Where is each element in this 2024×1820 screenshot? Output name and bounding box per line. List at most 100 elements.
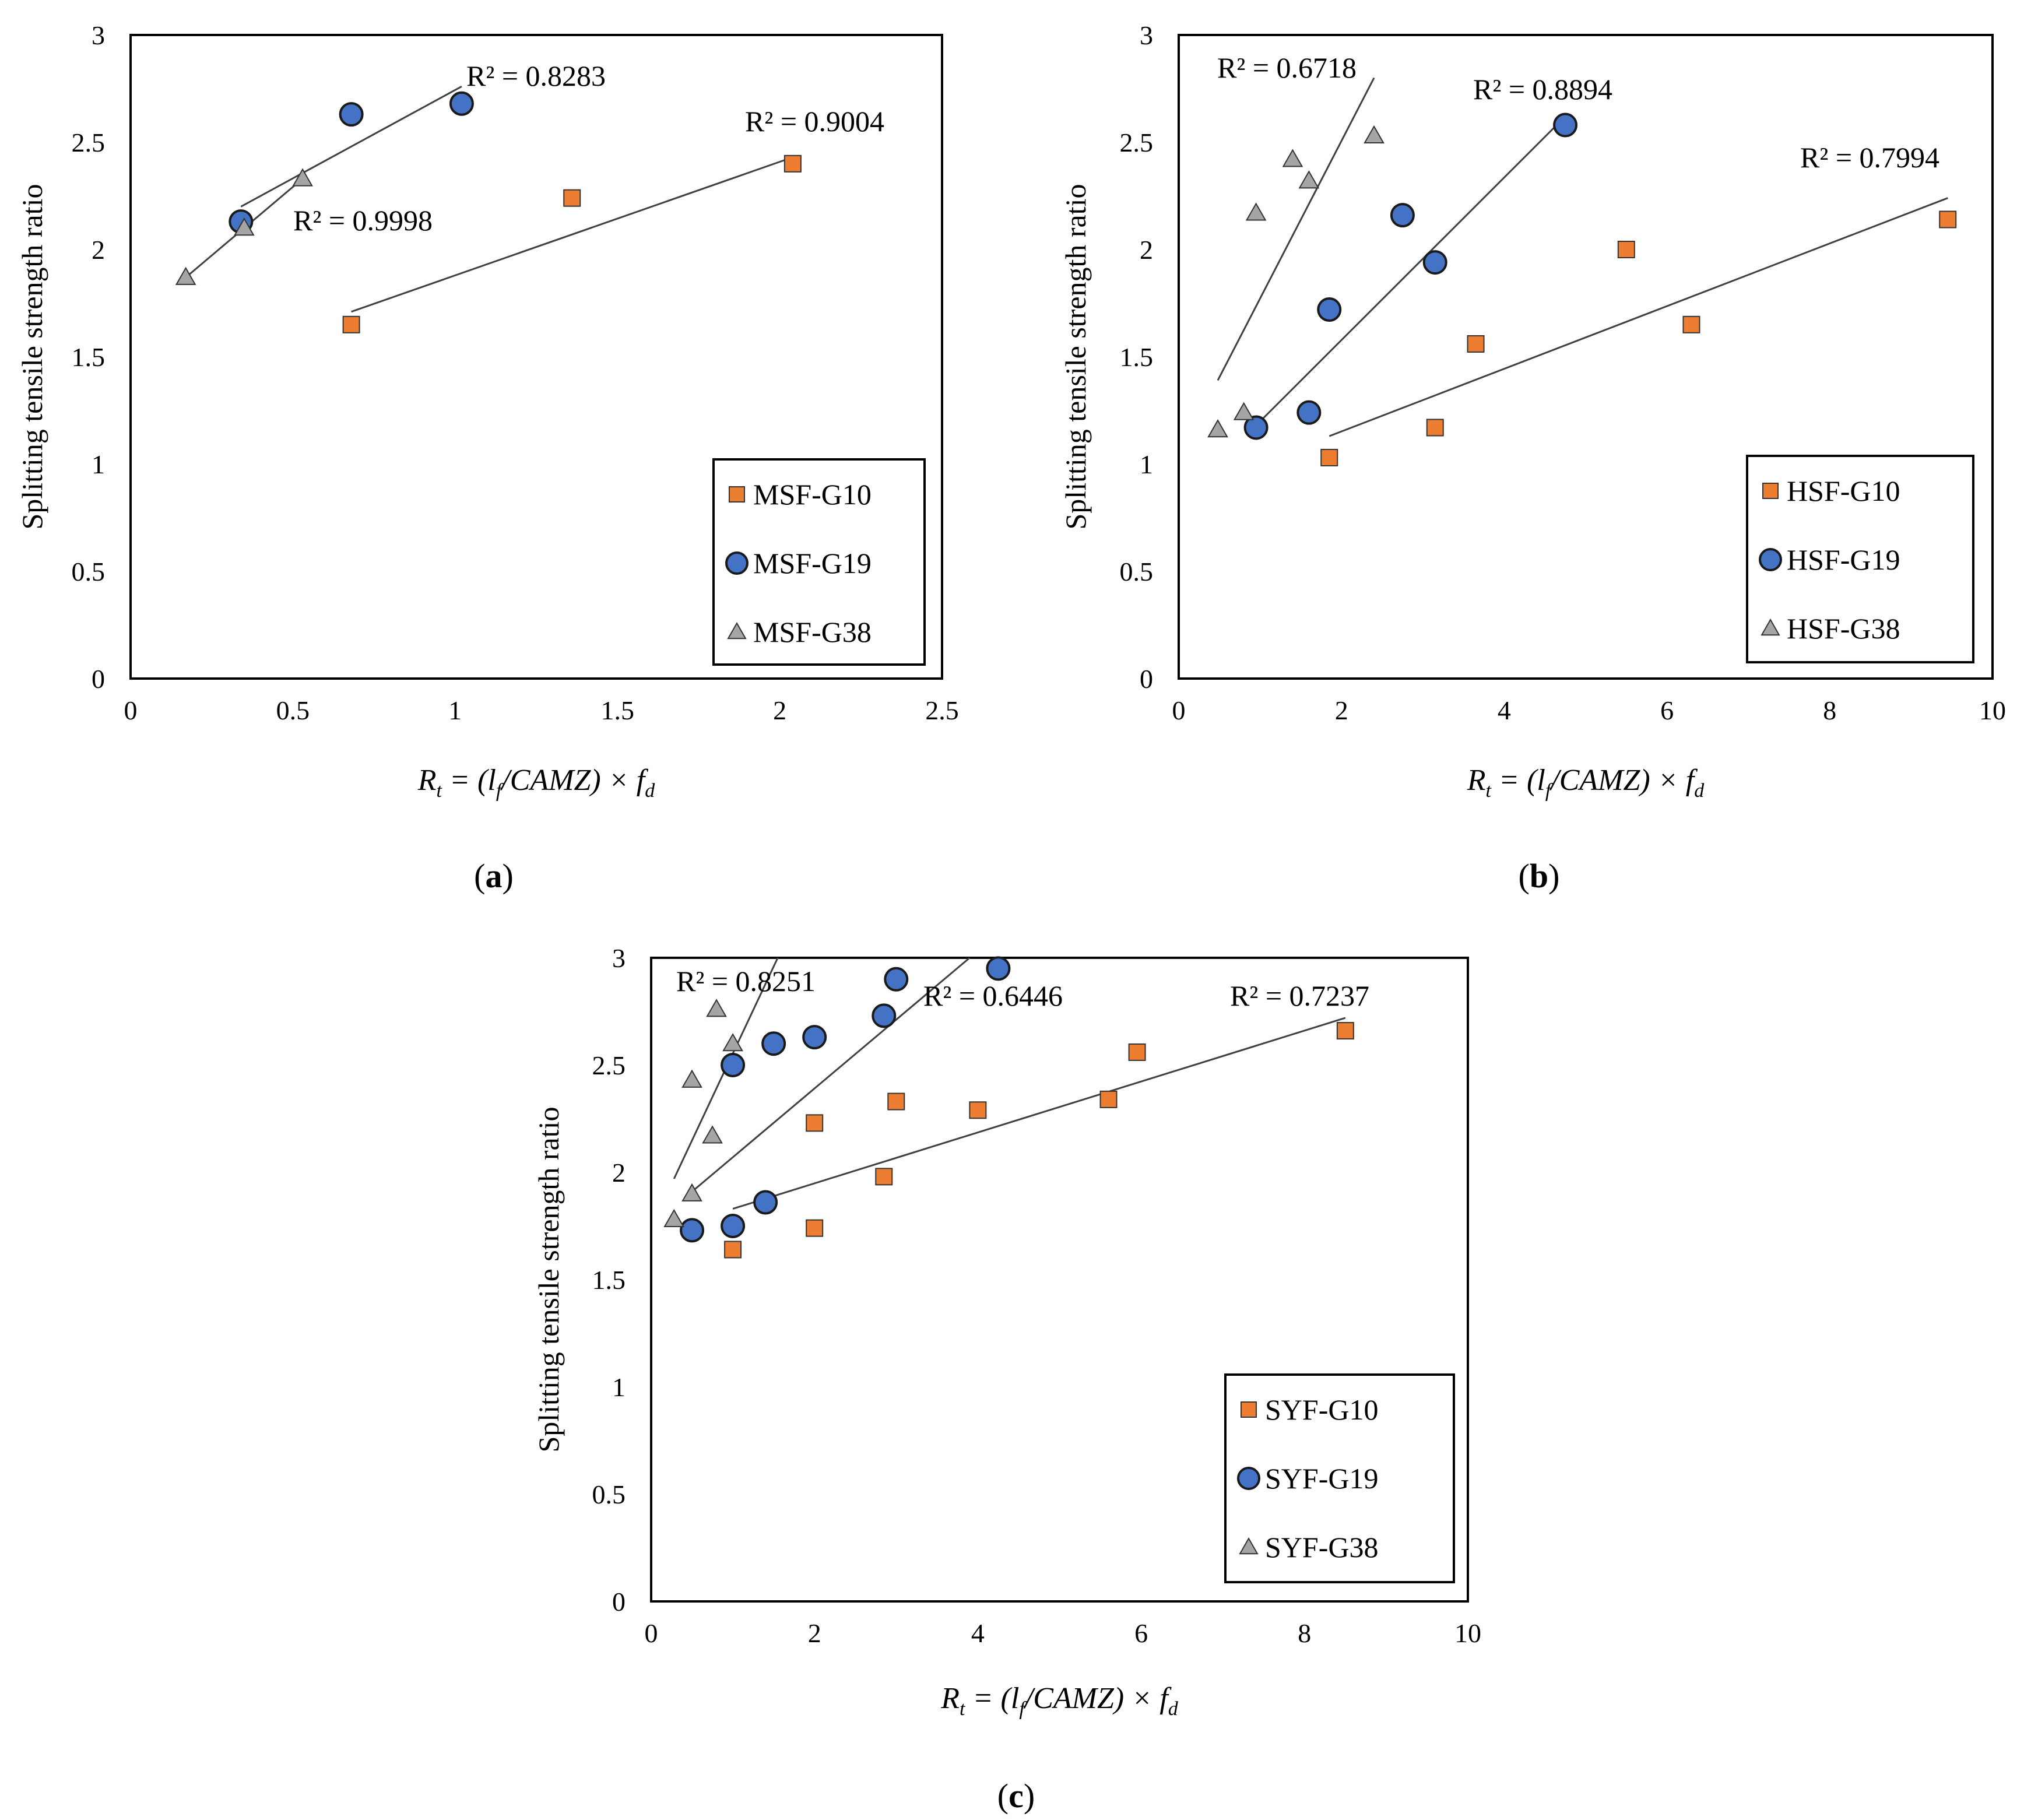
data-point-syf-g19 [884, 967, 909, 992]
x-axis-label: Rt = (lf/CAMZ) × fd [1467, 764, 1705, 802]
x-tick-label: 0.5 [276, 695, 310, 725]
y-tick-label: 0.5 [72, 557, 106, 586]
trendline-syf-g10 [732, 1017, 1346, 1210]
legend-marker-hsf-g19 [1759, 548, 1782, 571]
y-tick-label: 0 [92, 664, 105, 694]
y-tick-label: 3 [1140, 20, 1153, 50]
legend-marker-syf-g10 [1241, 1401, 1257, 1418]
data-point-syf-g38 [702, 1125, 723, 1144]
y-tick-label: 0.5 [592, 1480, 626, 1509]
x-tick-label: 10 [1454, 1618, 1481, 1648]
data-point-msf-g19 [339, 102, 364, 127]
x-tick-label: 2 [773, 695, 786, 725]
trendline-syf-g19 [691, 958, 971, 1193]
chart-panel-c: 0 0.5 1 1.5 2 2.5 3 0 2 4 6 8 10 Splitting tensile st… [532, 943, 1481, 1720]
trendline-hsf-g19 [1255, 115, 1566, 426]
data-point-syf-g38 [706, 999, 727, 1017]
panel-label-c: (c) [997, 1777, 1035, 1815]
y-tick-label: 0.5 [1120, 557, 1154, 586]
x-tick-label: 0 [1172, 695, 1186, 725]
x-tick-label: 4 [1498, 695, 1511, 725]
x-tick-label: 6 [1660, 695, 1674, 725]
legend-label-hsf-g38: HSF-G38 [1787, 612, 1900, 645]
data-point-syf-g19 [721, 1214, 746, 1238]
legend-box [1224, 1373, 1455, 1583]
r2-label-syf-g10: R² = 0.7237 [1230, 979, 1369, 1012]
plot-frame [650, 957, 1469, 1603]
r2-label-msf-g19: R² = 0.8283 [466, 59, 606, 92]
data-point-syf-g10 [806, 1219, 824, 1237]
data-point-syf-g38 [681, 1183, 702, 1201]
legend-marker-syf-g38 [1239, 1537, 1259, 1555]
plot-frame [129, 34, 943, 680]
data-point-hsf-g10 [1426, 419, 1444, 437]
trendline-hsf-g38 [1217, 77, 1375, 381]
data-point-hsf-g38 [1245, 202, 1267, 221]
data-point-syf-g10 [887, 1092, 905, 1111]
data-point-hsf-g19 [1553, 113, 1578, 138]
y-axis-label: Splitting tensile strength ratio [1059, 184, 1092, 530]
legend-label-hsf-g19: HSF-G19 [1787, 543, 1900, 576]
y-tick-label: 2 [92, 235, 105, 265]
x-tick-label: 8 [1823, 695, 1836, 725]
trendline-msf-g10 [351, 156, 793, 313]
legend-label-hsf-g10: HSF-G10 [1787, 475, 1900, 507]
y-tick-label: 1 [92, 449, 105, 479]
data-point-syf-g10 [1336, 1022, 1354, 1040]
x-tick-label: 0 [645, 1618, 658, 1648]
r2-label-msf-g38: R² = 0.9998 [293, 204, 433, 237]
x-tick-label: 1.5 [600, 695, 634, 725]
data-point-hsf-g19 [1317, 297, 1342, 322]
y-tick-label: 1.5 [72, 342, 106, 372]
x-tick-label: 10 [1979, 695, 2006, 725]
data-point-hsf-g10 [1467, 335, 1485, 353]
data-point-syf-g19 [753, 1190, 778, 1215]
legend-box [1746, 455, 1974, 663]
y-tick-label: 2.5 [592, 1050, 626, 1080]
x-tick-label: 2 [1335, 695, 1348, 725]
r2-label-syf-g38: R² = 0.8251 [676, 965, 816, 997]
trendline-hsf-g10 [1329, 197, 1948, 437]
panel-label-a: (a) [474, 857, 514, 895]
y-tick-label: 0 [1140, 664, 1153, 694]
legend-label-msf-g19: MSF-G19 [753, 547, 872, 579]
r2-label-hsf-g38: R² = 0.6718 [1217, 51, 1357, 84]
r2-label-hsf-g10: R² = 0.7994 [1800, 141, 1939, 174]
y-tick-label: 1 [612, 1372, 626, 1402]
panel-label-b: (b) [1519, 857, 1560, 895]
y-axis-label: Splitting tensile strength ratio [16, 184, 48, 530]
data-point-syf-g19 [986, 956, 1011, 981]
data-point-hsf-g10 [1682, 315, 1700, 333]
x-tick-label: 0 [124, 695, 138, 725]
data-point-msf-g38 [175, 266, 196, 285]
data-point-hsf-g10 [1320, 448, 1338, 466]
y-tick-label: 1.5 [1120, 342, 1154, 372]
y-tick-label: 1 [1140, 449, 1153, 479]
y-tick-label: 2 [612, 1158, 626, 1187]
data-point-msf-g10 [563, 189, 581, 207]
data-point-msf-g19 [449, 91, 474, 116]
data-point-hsf-g38 [1364, 125, 1385, 144]
data-point-hsf-g38 [1207, 419, 1228, 438]
data-point-hsf-g38 [1282, 149, 1303, 167]
data-point-hsf-g19 [1422, 250, 1447, 275]
y-tick-label: 2.5 [1120, 128, 1154, 157]
data-point-hsf-g10 [1939, 210, 1957, 229]
plot-frame [1178, 34, 1994, 680]
data-point-msf-g38 [292, 168, 313, 187]
x-tick-label: 6 [1134, 1618, 1148, 1648]
r2-label-syf-g19: R² = 0.6446 [923, 979, 1063, 1012]
legend-label-syf-g19: SYF-G19 [1265, 1462, 1378, 1495]
data-point-syf-g19 [680, 1218, 705, 1243]
legend-marker-hsf-g38 [1761, 619, 1780, 636]
chart-panel-b: 0 0.5 1 1.5 2 2.5 3 0 2 4 6 8 10 Splitting tensile st… [1059, 20, 2006, 802]
data-point-syf-g38 [722, 1033, 743, 1052]
y-tick-label: 0 [612, 1587, 626, 1617]
data-point-msf-g10 [342, 315, 360, 333]
x-tick-label: 4 [971, 1618, 985, 1648]
data-point-msf-g10 [783, 154, 802, 173]
r2-label-msf-g10: R² = 0.9004 [745, 105, 884, 138]
y-tick-label: 3 [612, 943, 626, 973]
data-point-syf-g10 [1128, 1043, 1146, 1061]
